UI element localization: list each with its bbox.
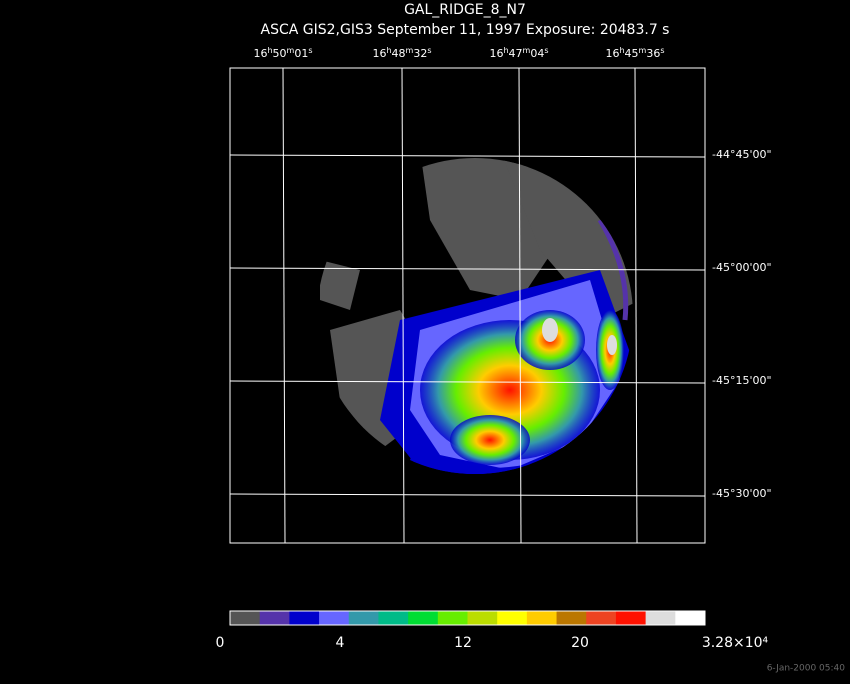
colorbar-label: 3.28×10⁴ [702,635,769,651]
ra-label: 16h47m04s [489,46,548,61]
ra-grid-line [518,67,522,544]
ra-value: 16 [605,47,619,60]
ra-grid-line [401,67,405,544]
coordinate-grid [229,67,706,544]
colorbar-swatch [289,611,320,625]
colorbar-frame [229,610,706,626]
ra-unit: s [544,46,548,55]
ra-value: 16 [489,47,503,60]
ra-unit: h [619,46,624,55]
colorbar-swatch [645,611,676,625]
timestamp: 6-Jan-2000 05:40 [767,664,846,674]
ra-value: 16 [372,47,386,60]
dec-grid-line [229,380,706,384]
colorbar-swatch [675,611,706,625]
ra-unit: h [386,46,391,55]
ra-value: 47 [509,47,523,60]
colorbar-label: 12 [454,635,472,651]
colorbar-swatch [615,611,647,625]
colorbar-swatch [348,611,379,625]
ra-unit: s [308,46,312,55]
ra-grid-line [634,67,638,544]
ra-unit: m [406,46,414,55]
ra-unit: h [267,46,272,55]
ra-unit: h [503,46,508,55]
colorbar-swatch [259,611,290,625]
ra-value: 45 [625,47,639,60]
ra-grid-line [282,67,286,544]
dec-label: -44°45'00" [712,148,772,161]
ra-value: 04 [530,47,544,60]
colorbar-swatch [408,611,439,625]
ra-unit: s [660,46,664,55]
ra-value: 50 [273,47,287,60]
ra-value: 36 [646,47,660,60]
ra-label: 16h50m01s [253,46,312,61]
colorbar-swatch [467,611,498,625]
colorbar-swatch [230,611,261,625]
colorbar-swatch [526,611,558,625]
ra-unit: s [427,46,431,55]
colorbar-swatch [378,611,409,625]
dec-label: -45°15'00" [712,374,772,387]
colorbar-swatch [556,611,587,625]
dec-grid-line [229,493,706,497]
ra-unit: m [639,46,647,55]
colorbar-swatch [497,611,528,625]
ra-unit: m [523,46,531,55]
ra-value: 16 [253,47,267,60]
sky-image [317,158,633,474]
ra-value: 32 [413,47,427,60]
dec-label: -45°00'00" [712,261,772,274]
ra-label: 16h48m32s [372,46,431,61]
ra-value: 01 [294,47,308,60]
dec-grid-line [229,267,706,271]
dec-grid-line [229,154,706,158]
colorbar-label: 0 [216,635,225,651]
dec-label: -45°30'00" [712,487,772,500]
ra-label: 16h45m36s [605,46,664,61]
ra-value: 48 [392,47,406,60]
colorbar-swatch [319,611,350,625]
colorbar-swatch [586,611,617,625]
colorbar-swatch [437,611,468,625]
title: GAL_RIDGE_8_N7 [404,2,526,18]
subtitle: ASCA GIS2,GIS3 September 11, 1997 Exposu… [261,22,670,38]
colorbar-label: 4 [336,635,345,651]
ra-unit: m [287,46,295,55]
colorbar-label: 20 [571,635,589,651]
